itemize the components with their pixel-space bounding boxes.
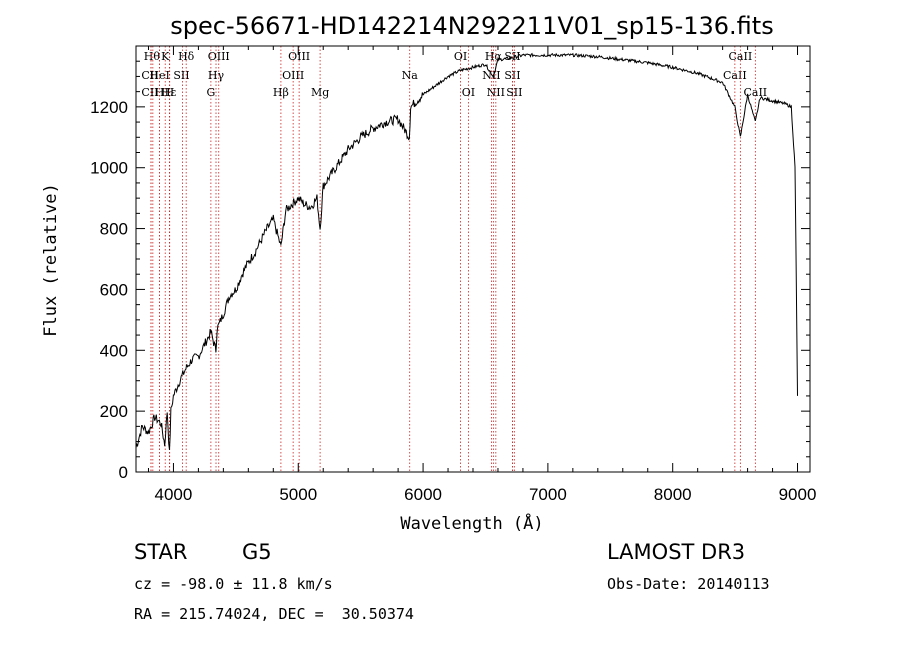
spectral-line-label: SII bbox=[506, 86, 522, 99]
x-tick-label: 5000 bbox=[279, 485, 317, 504]
spectrum-chart: spec-56671-HD142214N292211V01_sp15-136.f… bbox=[41, 12, 817, 534]
x-tick-label: 6000 bbox=[404, 485, 442, 504]
plot-frame bbox=[135, 45, 811, 473]
x-tick-label: 4000 bbox=[155, 485, 193, 504]
object-subclass: G5 bbox=[242, 540, 272, 564]
spectral-line-label: OIII bbox=[288, 50, 310, 63]
object-class: STAR bbox=[134, 540, 188, 564]
observation-date: Obs-Date: 20140113 bbox=[607, 575, 770, 593]
spectral-line-label: G bbox=[206, 86, 215, 99]
spectral-line-label: Hα bbox=[485, 50, 503, 63]
spectral-line-label: CII bbox=[141, 69, 158, 82]
spectral-line-label: Hε bbox=[161, 86, 177, 99]
spectral-line-label: CII bbox=[141, 86, 158, 99]
spectral-line-label: CaII bbox=[743, 86, 767, 99]
chart-title: spec-56671-HD142214N292211V01_sp15-136.f… bbox=[170, 12, 773, 40]
spectral-line-label: NII bbox=[482, 69, 500, 82]
spectral-line-label: OI bbox=[462, 86, 475, 99]
spectral-line-label: Hδ bbox=[178, 50, 195, 63]
redshift-velocity: cz = -98.0 ± 11.8 km/s bbox=[134, 575, 333, 593]
spectral-line-label: NII bbox=[487, 86, 505, 99]
x-tick-label: 8000 bbox=[654, 485, 692, 504]
spectral-line-label: SII bbox=[173, 69, 189, 82]
spectral-line-label: OI bbox=[454, 50, 467, 63]
spectral-line-label: Mg bbox=[311, 86, 329, 99]
spectral-line-label: Na bbox=[402, 69, 419, 82]
spectrum-line bbox=[135, 52, 798, 450]
spectral-line-label: Hβ bbox=[273, 86, 289, 99]
plot-area: HθCIICIIHKHHeIHεSIIHδGHγOIIIHβOIIIOIIIMg… bbox=[90, 45, 817, 504]
spectral-line-label: OIII bbox=[208, 50, 230, 63]
spectral-line-label: CaII bbox=[729, 50, 753, 63]
y-tick-label: 1200 bbox=[90, 98, 128, 117]
spectral-line-label: SII bbox=[504, 69, 520, 82]
spectral-line-label: Hθ bbox=[144, 50, 161, 63]
spectral-line-label: Hγ bbox=[208, 69, 225, 82]
spectral-line-label: OIII bbox=[282, 69, 304, 82]
x-axis-label: Wavelength (Å) bbox=[400, 512, 543, 534]
coordinates: RA = 215.74024, DEC = 30.50374 bbox=[134, 605, 414, 623]
y-tick-label: 400 bbox=[100, 341, 128, 360]
x-tick-label: 7000 bbox=[529, 485, 567, 504]
y-tick-label: 200 bbox=[100, 402, 128, 421]
x-tick-label: 9000 bbox=[779, 485, 817, 504]
spectral-line-label: CaII bbox=[723, 69, 747, 82]
y-tick-label: 600 bbox=[100, 280, 128, 299]
spectral-line-label: HeI bbox=[149, 69, 169, 82]
y-tick-label: 800 bbox=[100, 220, 128, 239]
spectral-line-label: K bbox=[161, 50, 170, 63]
y-tick-label: 0 bbox=[119, 463, 128, 482]
survey-name: LAMOST DR3 bbox=[607, 540, 746, 564]
y-tick-label: 1000 bbox=[90, 159, 128, 178]
y-axis-label: Flux (relative) bbox=[41, 183, 61, 337]
